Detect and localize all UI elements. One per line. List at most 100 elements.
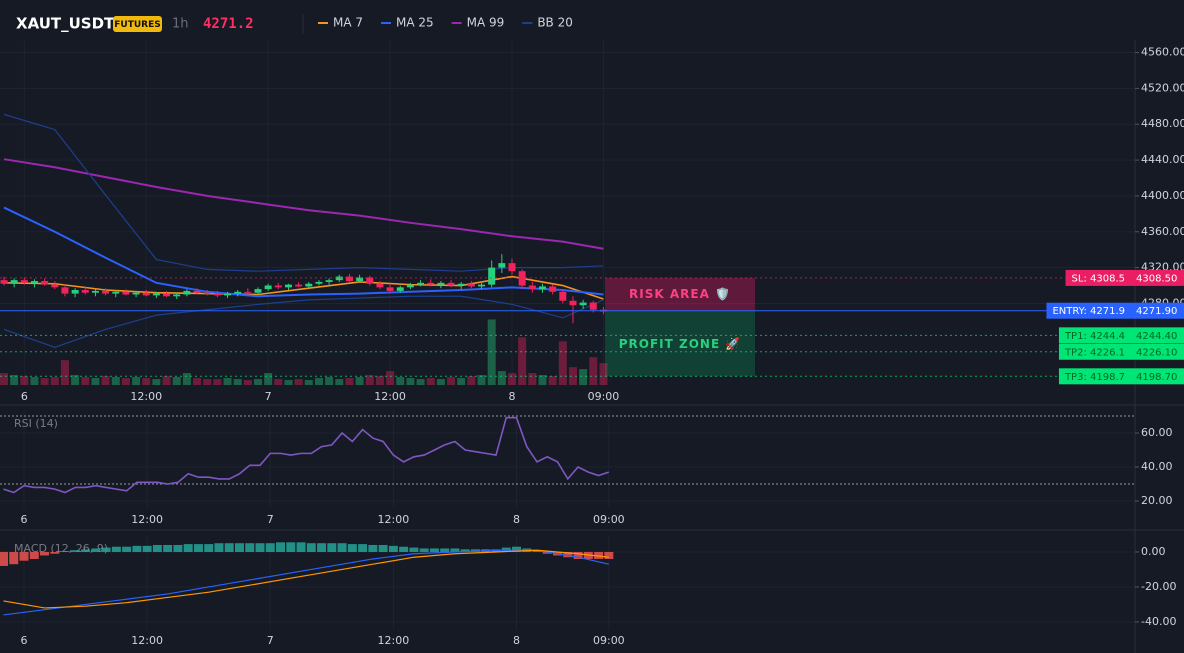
candle-body (183, 290, 191, 295)
macd-bar (214, 543, 224, 552)
volume-bar (50, 377, 59, 385)
volume-bar (81, 377, 90, 385)
y-tick-label: 20.00 (1141, 494, 1173, 507)
volume-bar (101, 376, 110, 385)
y-tick-label: -40.00 (1141, 615, 1176, 628)
volume-bar (71, 375, 80, 385)
volume-bar (314, 378, 323, 385)
volume-bar (538, 375, 547, 385)
candle-body (142, 292, 150, 296)
candle-body (356, 277, 364, 282)
candle-body (427, 282, 435, 285)
panel-title: RSI (14) (14, 417, 58, 430)
macd-bar (29, 551, 39, 559)
axis-tag: 4308.50 (1136, 273, 1177, 284)
ma-line (3, 158, 604, 250)
legend-label: BB 20 (537, 16, 573, 30)
y-tick-label: 4480.00 (1141, 117, 1184, 130)
volume-bar (436, 379, 445, 385)
x-tick-label: 7 (265, 390, 272, 403)
macd-bar (173, 544, 183, 552)
y-tick-label: 0.00 (1141, 545, 1166, 558)
macd-bar (378, 544, 388, 552)
macd-bar (388, 545, 398, 552)
x-tick-label: 12:00 (378, 513, 410, 526)
axis-tag: 4226.10 (1136, 347, 1177, 358)
candle-body (559, 291, 567, 301)
legend-label: MA 25 (396, 16, 434, 30)
level-tag-bg (1058, 368, 1129, 385)
y-tick-label: 40.00 (1141, 460, 1173, 473)
legend-label: MA 99 (467, 16, 505, 30)
candle-body (437, 282, 445, 285)
macd-bar (440, 548, 450, 552)
macd-bar (50, 551, 60, 554)
candle-body (0, 280, 8, 284)
x-tick-label: 12:00 (374, 390, 406, 403)
macd-bar (152, 544, 162, 552)
x-tick-label: 7 (267, 513, 274, 526)
axis-tag: 4244.40 (1136, 331, 1177, 342)
candle-body (457, 283, 465, 286)
macd-bar (399, 546, 409, 552)
x-tick-label: 09:00 (588, 390, 620, 403)
volume-bar (335, 379, 344, 385)
macd-bar (265, 543, 275, 552)
level-tag: ENTRY: 4271.9 (1052, 306, 1125, 317)
candle-body (366, 277, 374, 284)
macd-bar (296, 542, 306, 552)
volume-bar (233, 379, 242, 385)
macd-bar (317, 543, 327, 552)
x-tick-label: 8 (513, 634, 520, 647)
zone-label: RISK AREA 🛡️ (629, 287, 731, 301)
candle-body (488, 267, 496, 285)
x-tick-label: 6 (21, 513, 28, 526)
macd-bar (0, 551, 8, 566)
candle-body (51, 284, 59, 288)
macd-line (3, 549, 609, 616)
y-tick-label: 4400.00 (1141, 189, 1184, 202)
legend-label: MA 7 (333, 16, 363, 30)
candle-body (315, 281, 323, 284)
volume-bar (274, 379, 283, 385)
level-tag: TP1: 4244.4 (1064, 331, 1125, 342)
macd-bar (183, 544, 193, 552)
macd-bar (111, 546, 121, 552)
candle-body (112, 291, 120, 294)
candle-body (213, 293, 221, 296)
macd-bar (70, 550, 80, 552)
candle-body (163, 293, 171, 297)
volume-bar (30, 377, 39, 385)
y-tick-label: 4360.00 (1141, 225, 1184, 238)
candle-body (335, 276, 343, 281)
volume-bar (193, 378, 202, 385)
x-tick-label: 09:00 (593, 634, 625, 647)
volume-bar (132, 377, 141, 385)
macd-bar (245, 543, 255, 552)
volume-bar (284, 380, 293, 385)
price: 4271.2 (203, 16, 254, 32)
y-tick-label: -20.00 (1141, 580, 1176, 593)
candle-body (467, 283, 475, 287)
candle-body (589, 302, 597, 310)
volume-bar (426, 378, 435, 385)
volume-bar (304, 380, 313, 385)
volume-bar (528, 373, 537, 385)
candle-body (61, 287, 69, 294)
macd-bar (91, 548, 101, 552)
axis-tag: 4198.70 (1136, 372, 1177, 383)
candle-body (203, 292, 211, 294)
volume-bar (558, 341, 567, 385)
badge-bg (113, 16, 162, 32)
volume-bar (213, 379, 222, 385)
volume-bar (416, 379, 425, 385)
candle-body (81, 290, 89, 293)
macd-bar (193, 544, 203, 552)
zone (605, 277, 755, 311)
candle-body (244, 291, 252, 293)
macd-bar (563, 551, 573, 558)
candle-body (376, 283, 384, 288)
volume-bar (508, 373, 516, 385)
volume-bar (121, 378, 130, 385)
